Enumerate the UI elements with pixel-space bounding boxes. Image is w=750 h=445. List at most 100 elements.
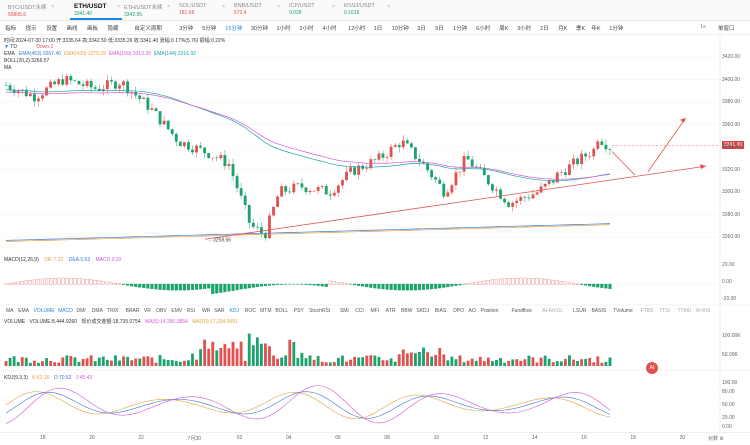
candle-body bbox=[312, 190, 316, 192]
symbol-tab[interactable]: ICP/USDT 9.028 × bbox=[285, 2, 337, 20]
symbol-tab[interactable]: BNB/USDT 572.4 × bbox=[230, 2, 282, 20]
macd-value: MACD:3.20 bbox=[95, 257, 122, 263]
indicator-option[interactable]: BBW bbox=[401, 308, 413, 314]
indicator-option[interactable]: BOLL bbox=[275, 308, 289, 314]
candle-body bbox=[426, 163, 429, 171]
indicator-option[interactable]: Fundflow bbox=[511, 308, 532, 314]
indicator-option[interactable]: DMA bbox=[91, 308, 103, 314]
symbol-tab[interactable]: BTC/USDT永续 56805.6 × bbox=[4, 2, 56, 20]
indicator-option[interactable]: WR bbox=[202, 308, 211, 314]
indicator-option[interactable]: SKDJ bbox=[416, 308, 430, 314]
indicator-option[interactable]: VOLUME bbox=[33, 308, 55, 314]
toolbar-item[interactable]: 1小时 bbox=[276, 26, 291, 32]
toolbar-item[interactable]: 10分钟 bbox=[391, 26, 409, 32]
indicator-option[interactable]: Position bbox=[480, 308, 499, 314]
indicator-option[interactable]: TTSI bbox=[659, 308, 670, 314]
indicator-option[interactable]: BRAR bbox=[125, 308, 140, 314]
toolbar-item[interactable]: 12小时 bbox=[348, 26, 366, 32]
symbol-tab[interactable]: ETH/USDT 3341.40 × bbox=[70, 2, 122, 20]
indicator-option[interactable]: AO bbox=[468, 308, 476, 314]
indicator-option[interactable]: ROC bbox=[244, 308, 256, 314]
toolbar-item[interactable]: 画线 bbox=[66, 26, 78, 32]
volume-bar bbox=[499, 358, 502, 366]
toolbar-item[interactable]: 提示 bbox=[25, 26, 37, 32]
indicator-option[interactable]: MTM bbox=[260, 308, 272, 314]
toolbar-item[interactable]: 月K bbox=[558, 26, 568, 32]
toolbar-item[interactable]: 2小时 bbox=[299, 26, 314, 32]
indicator-option[interactable]: EMA bbox=[18, 308, 30, 314]
indicator-option[interactable]: EMV bbox=[171, 308, 183, 314]
indicator-option[interactable]: BIAS bbox=[434, 308, 447, 314]
candle-body bbox=[401, 140, 405, 148]
indicator-option[interactable]: TRIX bbox=[107, 308, 119, 314]
toolbar-item[interactable]: 1分钟 bbox=[609, 26, 624, 32]
volume-bar bbox=[349, 359, 352, 366]
indicator-option[interactable]: RSI bbox=[186, 308, 196, 314]
indicator-option[interactable]: SMI bbox=[339, 308, 349, 314]
symbol-tab[interactable]: ETH/USDT永续 3342.95 × bbox=[120, 2, 172, 20]
indicator-option[interactable]: ATR bbox=[385, 308, 396, 314]
toolbar-item[interactable]: 4小时 bbox=[322, 26, 337, 32]
indicator-option[interactable]: MA bbox=[6, 308, 14, 314]
toolbar-item[interactable]: 3小时 bbox=[517, 26, 532, 32]
layout-select[interactable]: 单窗口 bbox=[718, 26, 735, 32]
toolbar-item[interactable]: 5分钟 bbox=[202, 26, 217, 32]
close-tab-icon[interactable]: × bbox=[332, 4, 335, 10]
ai-assistant-button[interactable]: AI bbox=[646, 362, 658, 374]
indicator-option[interactable]: StochRSI bbox=[309, 308, 331, 314]
indicator-option[interactable]: AI-BSI bbox=[695, 308, 711, 314]
indicator-option[interactable]: FTBS bbox=[640, 308, 654, 314]
macd-histogram-bar bbox=[130, 283, 134, 287]
toolbar-item[interactable]: 3分钟 bbox=[179, 26, 194, 32]
toolbar-item[interactable]: 设置 bbox=[46, 26, 58, 32]
volume-bar bbox=[32, 360, 36, 366]
indicator-option[interactable]: PSY bbox=[293, 308, 304, 314]
toolbar-item[interactable]: 2日 bbox=[540, 26, 549, 32]
close-tab-icon[interactable]: × bbox=[117, 4, 120, 10]
indicator-option[interactable]: AI-AiVOL bbox=[542, 308, 564, 314]
indicator-option[interactable]: SAR bbox=[214, 308, 225, 314]
toolbar-item[interactable]: 1分钟 bbox=[453, 26, 468, 32]
symbol-tab[interactable]: RSS3/USDT 0.1619 × bbox=[340, 2, 392, 20]
close-tab-icon[interactable]: × bbox=[51, 4, 54, 10]
candle-body bbox=[576, 158, 579, 165]
toolbar-item[interactable]: 5日 bbox=[435, 26, 444, 32]
toolbar-item[interactable]: 指标 bbox=[5, 26, 17, 32]
macd-histogram-bar bbox=[170, 283, 174, 291]
toolbar-item[interactable]: 画板 bbox=[87, 26, 99, 32]
indicator-option[interactable]: MACD bbox=[58, 308, 73, 314]
indicator-option[interactable]: DMI bbox=[76, 308, 86, 314]
indicator-option[interactable]: VR bbox=[143, 308, 151, 314]
toolbar-item[interactable]: 30分钟 bbox=[250, 26, 268, 32]
close-tab-icon[interactable]: × bbox=[167, 4, 170, 10]
toolbar-item[interactable]: 3日 bbox=[417, 26, 426, 32]
indicator-option[interactable]: KDJ bbox=[229, 308, 239, 314]
indicator-option[interactable]: TVolume bbox=[613, 308, 633, 314]
toolbar-item[interactable]: 自定义周期 bbox=[134, 26, 162, 32]
toolbar-item[interactable]: 季K bbox=[576, 26, 586, 32]
indicator-option[interactable]: LSUR bbox=[573, 308, 587, 314]
indicator-option[interactable]: DPO bbox=[453, 308, 465, 314]
time-axis-label: 06 bbox=[335, 435, 341, 441]
indicator-option[interactable]: OBV bbox=[156, 308, 167, 314]
toolbar-item[interactable]: 6小时 bbox=[476, 26, 491, 32]
indicator-option[interactable]: CCI bbox=[355, 308, 364, 314]
log-scale-toggle[interactable]: 对数 ⚙ bbox=[708, 436, 724, 442]
symbol-tab[interactable]: SOL/USDT 181.68 × bbox=[175, 2, 227, 20]
refresh-interval[interactable]: 1s bbox=[700, 24, 706, 30]
toolbar-item[interactable]: 年K bbox=[591, 26, 601, 32]
indicator-option[interactable]: BASIS bbox=[591, 308, 607, 314]
toolbar-item[interactable]: 15分钟 bbox=[225, 26, 243, 32]
symbol-tab-bar: BTC/USDT永续 56805.6 × ETH/USDT 3341.40 × ETH/US… bbox=[0, 0, 750, 21]
toolbar-item[interactable]: 周K bbox=[499, 26, 509, 32]
toolbar-item[interactable]: 1日 bbox=[373, 26, 383, 32]
indicator-option[interactable]: TTMU bbox=[677, 308, 692, 314]
close-tab-icon[interactable]: × bbox=[387, 4, 390, 10]
close-tab-icon[interactable]: × bbox=[277, 4, 280, 10]
chart-canvas[interactable]: ←3258.56 bbox=[0, 36, 750, 436]
close-tab-icon[interactable]: × bbox=[222, 4, 225, 10]
volume-bar bbox=[503, 362, 507, 366]
indicator-option[interactable]: MFI bbox=[370, 308, 380, 314]
td-toggle-icon[interactable]: ▼ bbox=[4, 44, 9, 50]
toolbar-item[interactable]: 隐藏 bbox=[107, 26, 119, 32]
